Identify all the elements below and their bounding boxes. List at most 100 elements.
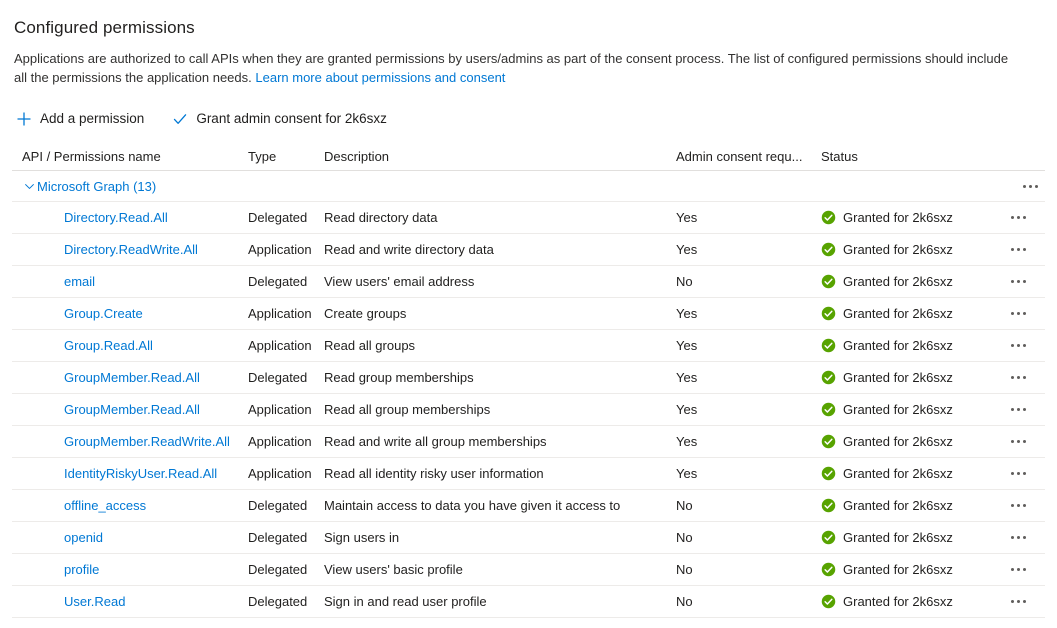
page-title: Configured permissions [14, 18, 195, 37]
table-row[interactable]: openid Delegated Sign users in No Grante… [12, 522, 1045, 554]
check-circle-icon [821, 210, 836, 225]
api-group-label: Microsoft Graph (13) [37, 178, 157, 194]
column-header-name[interactable]: API / Permissions name [22, 149, 161, 164]
check-circle-icon [821, 466, 836, 481]
row-ellipsis-icon[interactable] [1003, 463, 1033, 485]
permission-description: Maintain access to data you have given i… [324, 498, 621, 513]
row-ellipsis-icon[interactable] [1003, 303, 1033, 325]
row-ellipsis-icon[interactable] [1003, 431, 1033, 453]
status-badge: Granted for 2k6sxz [821, 274, 1001, 289]
row-ellipsis-icon[interactable] [1003, 527, 1033, 549]
permission-type: Application [248, 434, 312, 449]
command-bar: Add a permission Grant admin consent for… [12, 87, 1045, 129]
status-badge: Granted for 2k6sxz [821, 370, 1001, 385]
permission-name-link[interactable]: User.Read [64, 594, 126, 609]
row-ellipsis-icon[interactable] [1003, 335, 1033, 357]
add-permission-button[interactable]: Add a permission [14, 107, 148, 131]
check-circle-icon [821, 338, 836, 353]
check-circle-icon [821, 242, 836, 257]
status-text: Granted for 2k6sxz [843, 402, 953, 417]
status-text: Granted for 2k6sxz [843, 434, 953, 449]
check-circle-icon [821, 274, 836, 289]
status-badge: Granted for 2k6sxz [821, 338, 1001, 353]
table-row[interactable]: offline_access Delegated Maintain access… [12, 490, 1045, 522]
permission-name-link[interactable]: GroupMember.Read.All [64, 402, 200, 417]
api-group-toggle[interactable]: Microsoft Graph (13) [22, 179, 156, 194]
status-text: Granted for 2k6sxz [843, 466, 953, 481]
permission-type: Delegated [248, 530, 308, 545]
table-row[interactable]: Directory.Read.All Delegated Read direct… [12, 202, 1045, 234]
api-group-ellipsis-icon[interactable] [1015, 175, 1045, 197]
permission-type: Delegated [248, 498, 308, 513]
permission-description: Read all identity risky user information [324, 466, 544, 481]
check-circle-icon [821, 530, 836, 545]
row-ellipsis-icon[interactable] [1003, 239, 1033, 261]
permission-type: Application [248, 306, 312, 321]
plus-icon [16, 111, 32, 127]
permission-admin-consent: No [676, 498, 693, 513]
permission-description: Sign in and read user profile [324, 594, 487, 609]
permission-description: Read and write directory data [324, 242, 494, 257]
permission-name-link[interactable]: Directory.ReadWrite.All [64, 242, 198, 257]
table-row[interactable]: User.Read Delegated Sign in and read use… [12, 586, 1045, 618]
permission-name-link[interactable]: Directory.Read.All [64, 210, 168, 225]
row-ellipsis-icon[interactable] [1003, 271, 1033, 293]
column-header-description[interactable]: Description [324, 149, 390, 164]
table-row[interactable]: GroupMember.ReadWrite.All Application Re… [12, 426, 1045, 458]
row-ellipsis-icon[interactable] [1003, 207, 1033, 229]
row-ellipsis-icon[interactable] [1003, 399, 1033, 421]
table-row[interactable]: Group.Read.All Application Read all grou… [12, 330, 1045, 362]
permission-name-link[interactable]: IdentityRiskyUser.Read.All [64, 466, 218, 481]
permission-name-link[interactable]: GroupMember.Read.All [64, 370, 200, 385]
status-text: Granted for 2k6sxz [843, 498, 953, 513]
permission-name-link[interactable]: GroupMember.ReadWrite.All [64, 434, 230, 449]
permission-admin-consent: No [676, 274, 693, 289]
row-ellipsis-icon[interactable] [1003, 367, 1033, 389]
status-badge: Granted for 2k6sxz [821, 594, 1001, 609]
permissions-table: API / Permissions name Type Description … [12, 143, 1045, 618]
table-row[interactable]: Directory.ReadWrite.All Application Read… [12, 234, 1045, 266]
permission-type: Application [248, 402, 312, 417]
permission-admin-consent: Yes [676, 242, 698, 257]
table-row[interactable]: GroupMember.Read.All Application Read al… [12, 394, 1045, 426]
column-header-type[interactable]: Type [248, 149, 277, 164]
table-row[interactable]: IdentityRiskyUser.Read.All Application R… [12, 458, 1045, 490]
grant-admin-consent-button[interactable]: Grant admin consent for 2k6sxz [170, 107, 391, 131]
table-row[interactable]: Group.Create Application Create groups Y… [12, 298, 1045, 330]
table-row[interactable]: GroupMember.Read.All Delegated Read grou… [12, 362, 1045, 394]
permission-admin-consent: No [676, 594, 693, 609]
permission-name-link[interactable]: profile [64, 562, 100, 577]
permission-description: Read and write all group memberships [324, 434, 547, 449]
check-circle-icon [821, 562, 836, 577]
table-row[interactable]: email Delegated View users' email addres… [12, 266, 1045, 298]
learn-more-link[interactable]: Learn more about permissions and consent [255, 70, 506, 85]
check-circle-icon [821, 434, 836, 449]
status-badge: Granted for 2k6sxz [821, 530, 1001, 545]
status-badge: Granted for 2k6sxz [821, 562, 1001, 577]
status-badge: Granted for 2k6sxz [821, 242, 1001, 257]
permission-description: View users' email address [324, 274, 475, 289]
permission-type: Application [248, 242, 312, 257]
add-permission-label: Add a permission [40, 111, 145, 126]
status-text: Granted for 2k6sxz [843, 306, 953, 321]
permission-name-link[interactable]: email [64, 274, 96, 289]
status-badge: Granted for 2k6sxz [821, 466, 1001, 481]
permission-name-link[interactable]: offline_access [64, 498, 147, 513]
permission-type: Delegated [248, 210, 308, 225]
table-header-row: API / Permissions name Type Description … [12, 143, 1045, 171]
column-header-admin-consent[interactable]: Admin consent requ... [676, 149, 803, 164]
row-ellipsis-icon[interactable] [1003, 559, 1033, 581]
permission-type: Application [248, 466, 312, 481]
chevron-down-icon [22, 179, 36, 193]
grant-admin-consent-label: Grant admin consent for 2k6sxz [196, 111, 387, 126]
permission-name-link[interactable]: Group.Create [64, 306, 143, 321]
permission-admin-consent: Yes [676, 338, 698, 353]
permission-description: Sign users in [324, 530, 400, 545]
row-ellipsis-icon[interactable] [1003, 495, 1033, 517]
column-header-status[interactable]: Status [821, 149, 858, 164]
row-ellipsis-icon[interactable] [1003, 591, 1033, 613]
permission-name-link[interactable]: openid [64, 530, 104, 545]
permission-name-link[interactable]: Group.Read.All [64, 338, 153, 353]
table-row[interactable]: profile Delegated View users' basic prof… [12, 554, 1045, 586]
